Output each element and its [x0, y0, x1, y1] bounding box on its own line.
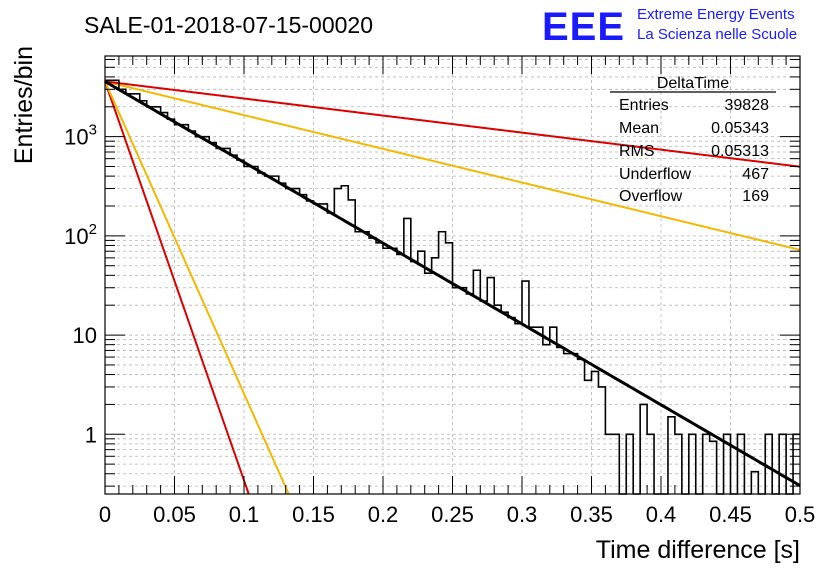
x-tick-label: 0.15: [292, 502, 335, 527]
stats-title: DeltaTime: [657, 75, 729, 92]
x-axis-label: Time difference [s]: [596, 536, 800, 564]
axes: 0 0.05 0.1 0.15 0.2 0.25 0.3 0.35 0.4 0.45 0.5 1 10 1…: [64, 55, 816, 527]
stats-box: DeltaTime Entries 39828 Mean 0.05343 RMS…: [610, 75, 776, 205]
exponential-fit-line: [104, 80, 801, 487]
x-tick-label: 0.1: [229, 502, 260, 527]
x-tick-label: 0.35: [570, 502, 613, 527]
stats-label-underflow: Underflow: [619, 166, 691, 183]
reference-line-4: [104, 80, 801, 168]
y-tick-label: 103: [64, 122, 97, 150]
y-tick-label: 102: [64, 221, 97, 249]
run-title: SALE-01-2018-07-15-00020: [84, 12, 373, 38]
eee-logo: EEE: [542, 5, 625, 49]
x-tick-label: 0: [99, 502, 111, 527]
reference-line-2: [104, 81, 290, 495]
logo-subtitle-2: La Scienza nelle Scuole: [637, 26, 797, 43]
x-tick-label: 0.45: [709, 502, 752, 527]
stats-label-entries: Entries: [619, 97, 669, 114]
stats-value-underflow: 467: [742, 166, 769, 183]
x-tick-label: 0.5: [785, 502, 816, 527]
x-tick-label: 0.4: [646, 502, 677, 527]
reference-line-1: [104, 81, 250, 495]
stats-value-mean: 0.05343: [711, 120, 769, 137]
reference-lines: [104, 80, 801, 495]
stats-value-entries: 39828: [725, 97, 770, 114]
logo-subtitle-1: Extreme Energy Events: [637, 6, 795, 23]
stats-value-rms: 0.05313: [711, 143, 769, 160]
x-tick-label: 0.05: [153, 502, 196, 527]
stats-label-rms: RMS: [619, 143, 655, 160]
reference-line-3: [104, 80, 801, 251]
stats-value-overflow: 169: [742, 188, 769, 205]
y-tick-label: 1: [85, 422, 97, 447]
stats-label-mean: Mean: [619, 120, 659, 137]
grid: [104, 56, 801, 494]
stats-label-overflow: Overflow: [619, 188, 683, 205]
x-tick-label: 0.3: [507, 502, 538, 527]
y-tick-label: 10: [73, 323, 97, 348]
fit-line: [104, 80, 801, 487]
x-tick-label: 0.2: [368, 502, 399, 527]
y-axis-label: Entries/bin: [10, 46, 38, 164]
x-tick-label: 0.25: [431, 502, 474, 527]
